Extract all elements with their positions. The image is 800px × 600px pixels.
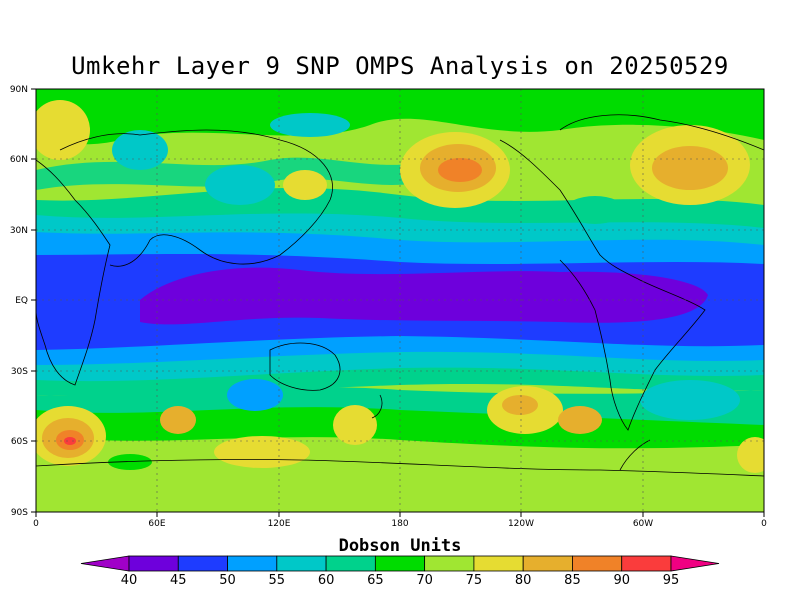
colorbar-swatch	[374, 555, 426, 572]
colorbar-level-label: 85	[564, 573, 581, 588]
colorbar-level-label: 50	[219, 573, 236, 588]
colorbar-title: Dobson Units	[338, 536, 462, 556]
graticule	[36, 89, 764, 512]
colorbar-level-label: 75	[466, 573, 483, 588]
colorbar-swatch	[473, 555, 524, 572]
colorbar-swatch	[177, 555, 228, 572]
lat-label-90n: 90N	[10, 85, 28, 95]
colorbar-level-label: 45	[170, 573, 187, 588]
lat-label-eq: EQ	[15, 296, 28, 306]
lon-label-60e: 60E	[148, 519, 165, 529]
lat-labels: 90N 60N 30N EQ 30S 60S 90S	[10, 85, 28, 518]
lon-labels: 0 60E 120E 180 120W 60W 0	[33, 519, 767, 529]
lon-label-0-east: 0	[761, 519, 767, 529]
colorbar-arrow-high	[670, 555, 720, 572]
colorbar-swatch	[227, 555, 278, 572]
lat-label-60s: 60S	[11, 437, 28, 447]
lat-label-90s: 90S	[11, 508, 28, 518]
colorbar-level-label: 95	[663, 573, 680, 588]
colorbar-level-label: 70	[416, 573, 433, 588]
colorbar-swatch	[621, 555, 672, 572]
colorbar-swatch	[522, 555, 573, 572]
colorbar-swatch	[572, 555, 623, 572]
colorbar-level-label: 60	[318, 573, 335, 588]
lon-label-180: 180	[391, 519, 408, 529]
colorbar-arrow-low	[80, 555, 130, 572]
lon-label-120e: 120E	[268, 519, 291, 529]
map-title: Umkehr Layer 9 SNP OMPS Analysis on 2025…	[71, 52, 729, 80]
colorbar-swatch	[128, 555, 179, 572]
lon-label-0: 0	[33, 519, 39, 529]
lat-label-60n: 60N	[10, 155, 28, 165]
colorbar: 40 45 50 55 60 65 70 75 80 85 90 95	[80, 555, 720, 588]
lon-label-60w: 60W	[633, 519, 653, 529]
colorbar-swatch	[276, 555, 327, 572]
lat-label-30n: 30N	[10, 226, 28, 236]
lat-label-30s: 30S	[11, 367, 28, 377]
colorbar-level-label: 65	[367, 573, 384, 588]
colorbar-level-label: 55	[269, 573, 286, 588]
coastlines	[36, 114, 764, 477]
colorbar-level-label: 80	[515, 573, 532, 588]
colorbar-level-label: 90	[613, 573, 630, 588]
colorbar-swatch	[424, 555, 475, 572]
tick-marks	[31, 88, 765, 517]
lon-label-120w: 120W	[508, 519, 534, 529]
colorbar-swatch	[325, 555, 376, 572]
colorbar-level-label: 40	[121, 573, 138, 588]
